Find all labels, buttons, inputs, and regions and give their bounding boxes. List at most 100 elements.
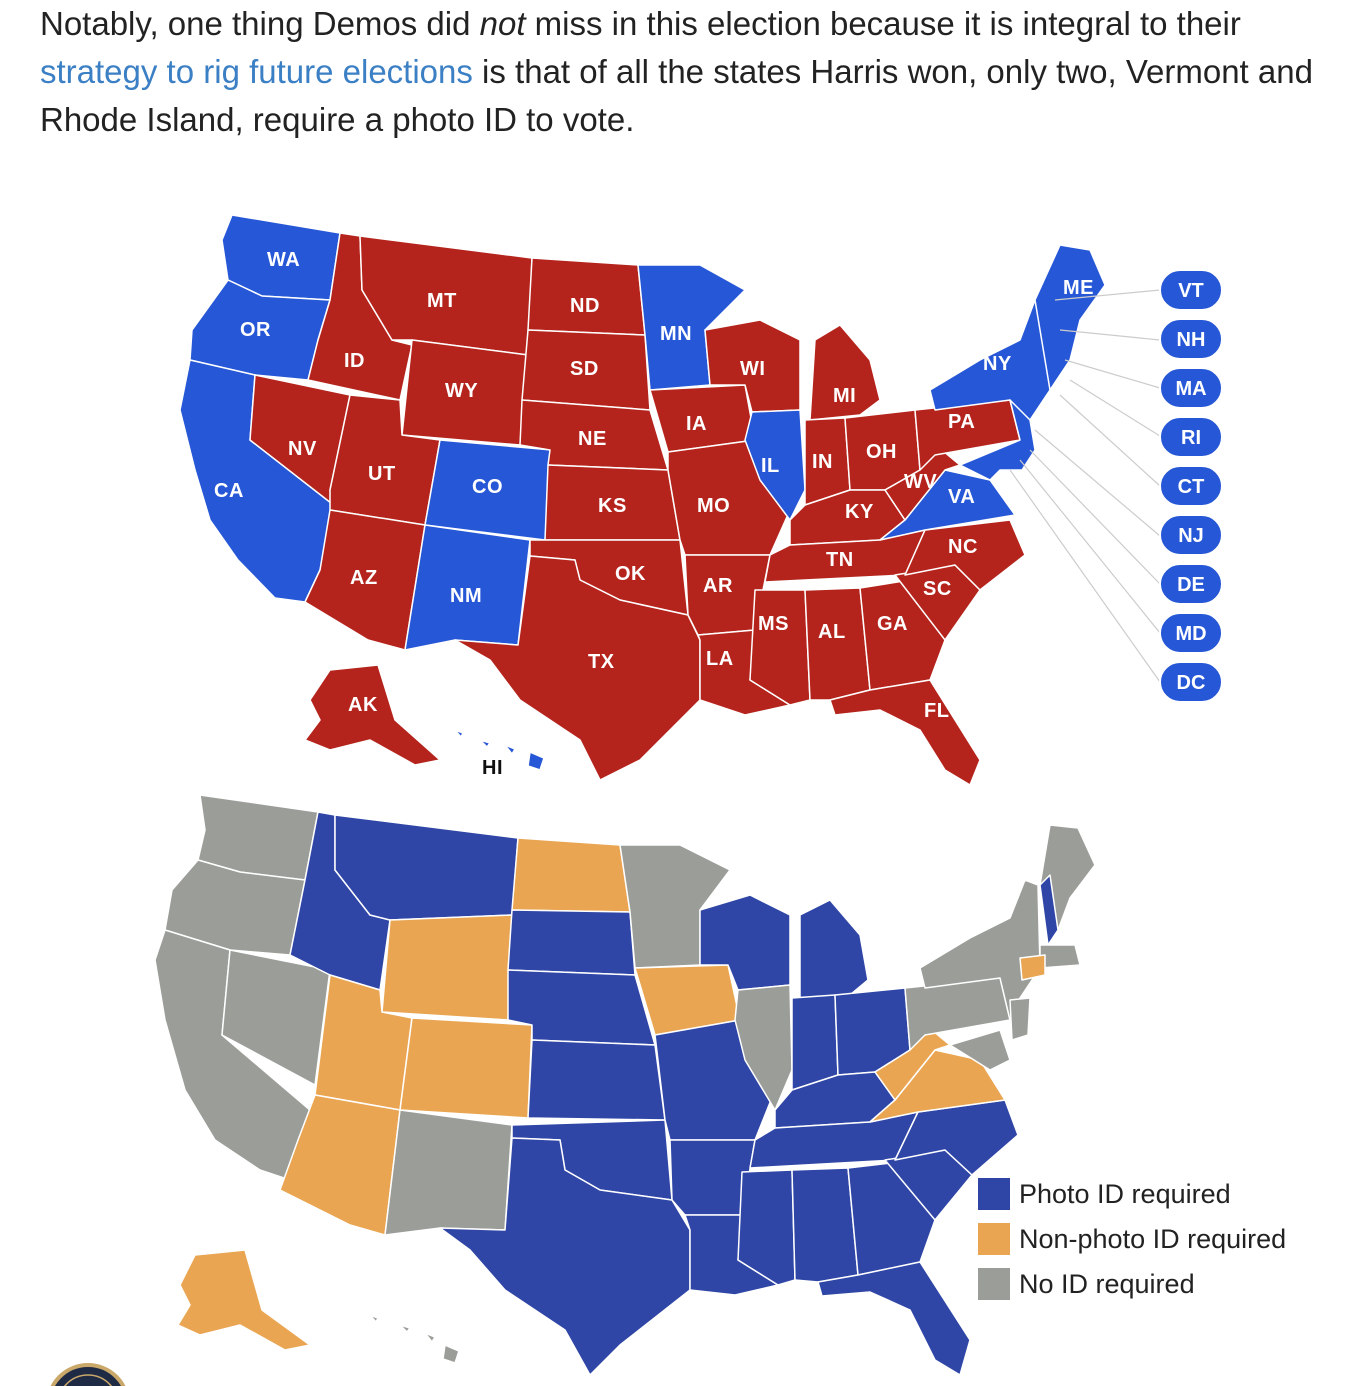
pill-label-vt: VT	[1178, 280, 1204, 302]
article-text-mid: miss in this election because it is inte…	[525, 5, 1241, 42]
label-SD: SD	[570, 358, 599, 380]
state-NE-group	[1034, 244, 1106, 391]
label-NC: NC	[948, 536, 978, 558]
label-IN: IN	[812, 451, 833, 473]
label-MN: MN	[660, 323, 692, 345]
legend-swatch-nonphoto	[978, 1223, 1010, 1255]
label-OR: OR	[240, 319, 271, 341]
label-WV: WV	[904, 471, 937, 493]
label-AL: AL	[818, 621, 846, 643]
pill-bg-dc	[1159, 661, 1223, 703]
state-MS	[749, 589, 811, 706]
pill-label-md: MD	[1175, 623, 1206, 645]
label-TN: TN	[826, 549, 854, 571]
article-text-pre: Notably, one thing Demos did	[40, 5, 480, 42]
label-IL: IL	[761, 455, 780, 477]
id-state-HI	[369, 1314, 460, 1364]
pill-label-nh: NH	[1177, 329, 1206, 351]
pill-label-ma: MA	[1175, 378, 1206, 400]
id-state-NV	[221, 949, 331, 1086]
label-ME: ME	[1063, 277, 1094, 299]
pill-bg-nh	[1159, 318, 1223, 360]
legend-swatch-photo	[978, 1178, 1010, 1210]
id-state-NJ	[1009, 997, 1031, 1041]
label-GA: GA	[877, 613, 908, 635]
id-state-MA-RI	[1039, 944, 1081, 969]
article-text-emphasis: not	[479, 5, 526, 42]
label-WA: WA	[267, 249, 300, 271]
pill-bg-nj	[1159, 514, 1223, 556]
election-map	[179, 214, 1161, 786]
id-state-DE-MD	[949, 1029, 1011, 1071]
article-text-post: is that of all the states Harris won, on…	[40, 53, 1313, 138]
pill-bg-ma	[1159, 367, 1223, 409]
label-PA: PA	[948, 411, 975, 433]
id-state-IN	[791, 994, 839, 1091]
id-state-SD	[507, 909, 636, 976]
id-state-CO	[399, 1017, 533, 1119]
id-state-OR	[164, 859, 306, 956]
label-OK: OK	[615, 563, 646, 585]
pill-label-dc: DC	[1177, 672, 1206, 694]
label-FL: FL	[924, 700, 949, 722]
id-state-NH	[1039, 874, 1059, 946]
pill-vt: VT	[1159, 269, 1223, 311]
pill-bg-ct	[1159, 465, 1223, 507]
label-CO: CO	[472, 476, 503, 498]
id-state-MS	[737, 1169, 796, 1286]
label-MS: MS	[758, 613, 789, 635]
label-VA: VA	[948, 486, 975, 508]
legend-label-nonphoto: Non-photo ID required	[1019, 1224, 1286, 1254]
pill-label-ct: CT	[1178, 476, 1205, 498]
label-SC: SC	[923, 578, 952, 600]
seal-emblem	[50, 1363, 126, 1386]
state-NJ-DE-MD	[959, 399, 1036, 481]
strategy-link[interactable]: strategy to rig future elections	[40, 53, 473, 90]
pill-bg-ri	[1159, 416, 1223, 458]
pill-ma: MA	[1159, 367, 1223, 409]
label-NY: NY	[983, 353, 1012, 375]
pill-ri: RI	[1159, 416, 1223, 458]
label-WY: WY	[445, 380, 478, 402]
label-MO: MO	[697, 495, 730, 517]
pill-label-de: DE	[1177, 574, 1205, 596]
legend: Photo ID required Non-photo ID required …	[978, 1178, 1286, 1300]
label-KY: KY	[845, 501, 874, 523]
pill-dc: DC	[1159, 661, 1223, 703]
label-UT: UT	[368, 463, 396, 485]
pill-bg-md	[1159, 612, 1223, 654]
id-state-AK	[177, 1249, 311, 1351]
state-AK	[304, 664, 441, 766]
label-AR: AR	[703, 575, 733, 597]
id-state-CT	[1019, 954, 1046, 981]
label-TX: TX	[588, 651, 615, 673]
label-NM: NM	[450, 585, 482, 607]
pill-ct: CT	[1159, 465, 1223, 507]
pill-label-ri: RI	[1181, 427, 1201, 449]
label-NE: NE	[578, 428, 607, 450]
election-map-labels: WA OR CA ID NV MT WY UT CO AZ NM ND SD N…	[214, 249, 1094, 779]
legend-label-noid: No ID required	[1019, 1269, 1195, 1299]
label-ND: ND	[570, 295, 600, 317]
id-state-AL	[791, 1167, 859, 1283]
pill-md: MD	[1159, 612, 1223, 654]
id-state-WY	[381, 914, 513, 1021]
legend-swatch-noid	[978, 1268, 1010, 1300]
legend-label-photo: Photo ID required	[1019, 1179, 1231, 1209]
label-AK: AK	[348, 694, 378, 716]
label-CA: CA	[214, 480, 244, 502]
state-TX	[454, 555, 701, 781]
state-HI	[454, 729, 545, 771]
id-state-TX	[439, 1137, 691, 1376]
pill-nh: NH	[1159, 318, 1223, 360]
id-state-MT	[334, 814, 519, 921]
label-MT: MT	[427, 290, 457, 312]
article-paragraph: Notably, one thing Demos did not miss in…	[40, 0, 1330, 144]
voter-id-map	[154, 794, 1096, 1376]
pill-bg-vt	[1159, 269, 1223, 311]
pill-label-nj: NJ	[1178, 525, 1204, 547]
small-state-pills: VT NH MA RI CT NJ DE MD DC	[1159, 269, 1223, 703]
pill-de: DE	[1159, 563, 1223, 605]
callout-lines	[1009, 289, 1161, 683]
